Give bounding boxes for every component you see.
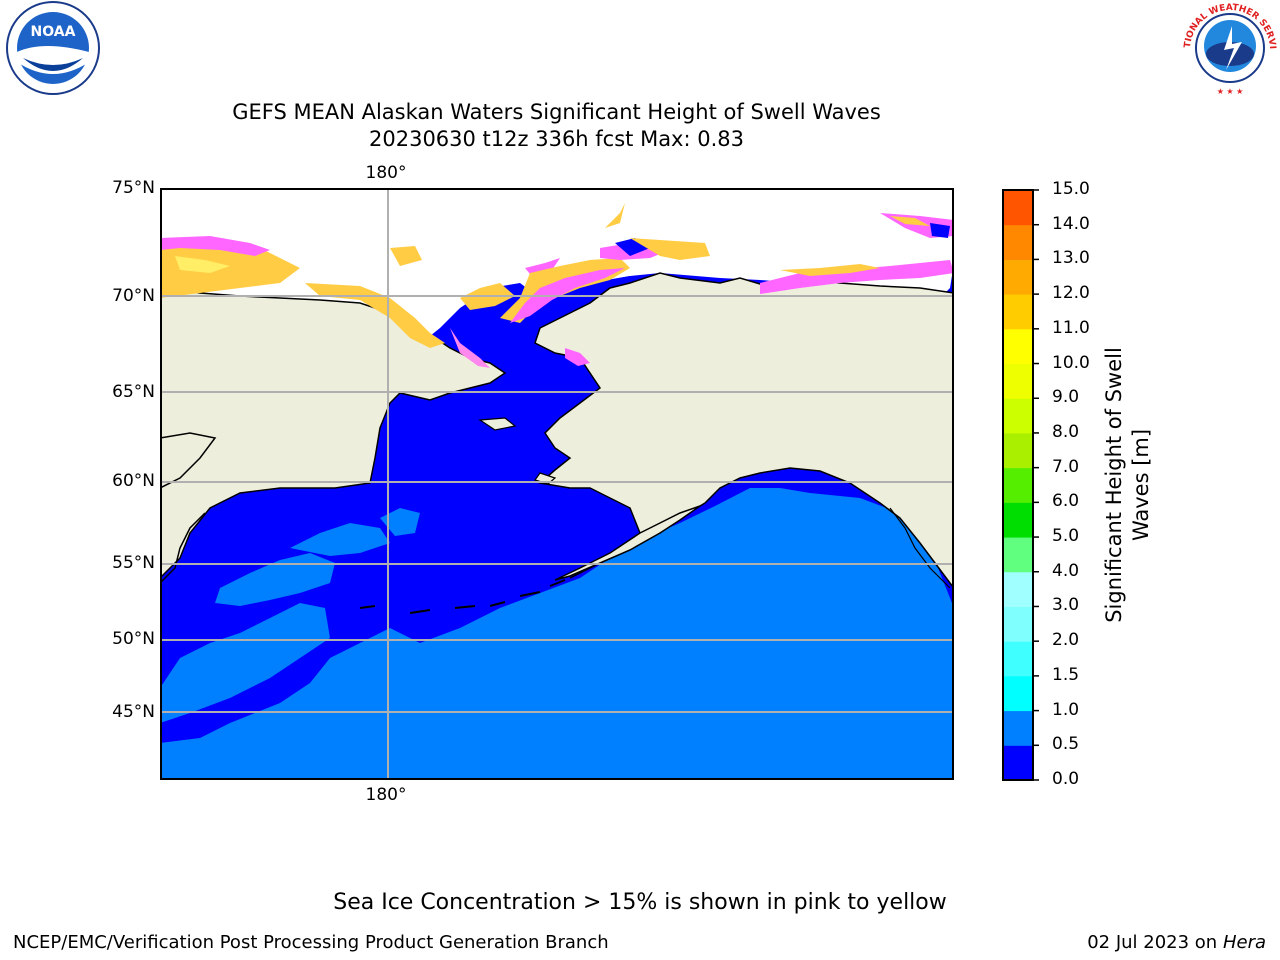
lat-label-60: 60°N bbox=[112, 471, 155, 491]
aleutian-islands bbox=[359, 579, 566, 614]
lat-label-55: 55°N bbox=[112, 553, 155, 573]
swell-height-map bbox=[160, 188, 954, 780]
lat-label-50: 50°N bbox=[112, 629, 155, 649]
noaa-logo: NOAA bbox=[3, 0, 103, 100]
colorbar-tick-label: 6.0 bbox=[1052, 491, 1080, 512]
colorbar-tick-label: 3.0 bbox=[1052, 595, 1080, 616]
lat-label-45: 45°N bbox=[112, 702, 155, 722]
colorbar-segment bbox=[1003, 398, 1033, 434]
colorbar-tick-label: 9.0 bbox=[1052, 387, 1080, 408]
noaa-logo-text: NOAA bbox=[31, 24, 76, 40]
lon-label-top: 180° bbox=[365, 163, 407, 183]
colorbar-tick-label: 2.0 bbox=[1052, 630, 1080, 651]
colorbar-segment bbox=[1003, 432, 1033, 469]
colorbar-tick-label: 12.0 bbox=[1052, 283, 1090, 304]
graticule bbox=[160, 188, 954, 780]
map-subtitle: 20230630 t12z 336h fcst Max: 0.83 bbox=[369, 127, 744, 151]
colorbar-segment bbox=[1003, 537, 1033, 573]
colorbar-segment bbox=[1003, 467, 1033, 503]
colorbar-segment bbox=[1003, 641, 1033, 677]
colorbar-title: Significant Height of Swell Waves [m] bbox=[1102, 347, 1153, 623]
colorbar-tick-label: 13.0 bbox=[1052, 248, 1090, 269]
land-alaska bbox=[534, 272, 954, 590]
colorbar-tick-label: 7.0 bbox=[1052, 456, 1080, 477]
colorbar-tick-label: 10.0 bbox=[1052, 352, 1090, 373]
colorbar-segment bbox=[1003, 710, 1033, 746]
colorbar-tick-label: 14.0 bbox=[1052, 213, 1090, 234]
colorbar-segment bbox=[1003, 502, 1033, 538]
colorbar-tick-label: 8.0 bbox=[1052, 421, 1080, 442]
colorbar-tick-label: 0.5 bbox=[1052, 734, 1080, 755]
colorbar-segment bbox=[1003, 675, 1033, 712]
colorbar-tick-label: 1.5 bbox=[1052, 664, 1080, 685]
colorbar-segment bbox=[1003, 224, 1033, 260]
colorbar-segment bbox=[1003, 606, 1033, 642]
svg-text:★ ★ ★: ★ ★ ★ bbox=[1217, 87, 1244, 96]
colorbar bbox=[1002, 189, 1039, 781]
colorbar-segment bbox=[1003, 190, 1033, 226]
footer-branch: NCEP/EMC/Verification Post Processing Pr… bbox=[13, 932, 609, 953]
colorbar-tick-label: 0.0 bbox=[1052, 769, 1080, 789]
sea-mid-swell bbox=[160, 488, 954, 780]
colorbar-segment bbox=[1003, 363, 1033, 399]
nws-logo: NATIONAL WEATHER SERVICE ★ ★ ★ bbox=[1176, 0, 1280, 100]
colorbar-segment bbox=[1003, 571, 1033, 607]
colorbar-segment bbox=[1003, 259, 1033, 295]
colorbar-tick-label: 1.0 bbox=[1052, 699, 1080, 720]
sea-ice bbox=[160, 203, 954, 368]
colorbar-tick-label: 11.0 bbox=[1052, 317, 1090, 338]
map-frame bbox=[160, 188, 954, 780]
sea-ice-note: Sea Ice Concentration > 15% is shown in … bbox=[333, 890, 947, 915]
lat-label-75: 75°N bbox=[112, 178, 155, 198]
colorbar-segment bbox=[1003, 294, 1033, 330]
colorbar-tick-label: 5.0 bbox=[1052, 526, 1080, 547]
colorbar-segment bbox=[1003, 328, 1033, 365]
lon-label-bottom: 180° bbox=[365, 785, 407, 805]
colorbar-tick-label: 4.0 bbox=[1052, 560, 1080, 581]
footer-date: 02 Jul 2023 on Hera bbox=[1087, 932, 1266, 953]
colorbar-tick-label: 15.0 bbox=[1052, 179, 1090, 199]
lat-label-70: 70°N bbox=[112, 286, 155, 306]
colorbar-segment bbox=[1003, 745, 1033, 781]
map-title: GEFS MEAN Alaskan Waters Significant Hei… bbox=[232, 100, 881, 124]
lat-label-65: 65°N bbox=[112, 382, 155, 402]
